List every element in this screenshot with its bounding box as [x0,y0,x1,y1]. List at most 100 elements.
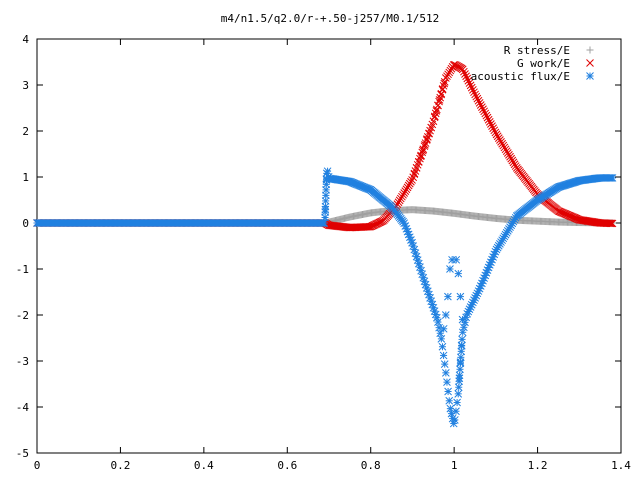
y-tick-label: 3 [22,79,29,92]
plot-frame [36,38,622,454]
data-point [438,85,447,93]
data-point [479,105,487,114]
y-tick-label: 4 [22,33,29,46]
data-point [443,72,451,81]
data-point [440,360,449,368]
data-point [490,126,499,135]
data-point [399,190,407,199]
axis-ticks: 0 0.2 0.4 0.6 0.8 1 1.2 1.4 -5 -4 -3 -2 -1 0 1 2 3 4 [16,33,632,472]
data-point [456,365,464,374]
data-point [491,128,500,137]
data-point [488,122,496,130]
data-point [445,396,454,405]
data-point [474,96,483,105]
data-point [421,140,429,149]
data-point [607,219,616,228]
data-point [456,359,465,368]
data-point [462,72,470,81]
data-point [454,269,463,278]
data-point [480,107,488,116]
data-point [458,335,466,344]
y-tick-label: 2 [22,125,29,138]
data-point [416,152,425,161]
data-point [398,192,406,201]
y-tick-label: -5 [16,447,29,460]
x-tick-label: 1.2 [528,459,548,472]
data-point [444,292,452,301]
data-point [410,169,419,178]
data-point [425,129,433,138]
x-tick-label: 0.6 [277,459,297,472]
chart-title: m4/n1.5/q2.0/r-+.50-j257/M0.1/512 [221,12,440,25]
data-point [444,387,452,396]
data-point [443,378,451,387]
x-tick-label: 1 [451,459,458,472]
data-point [427,123,436,132]
data-point [454,389,463,398]
data-point [437,90,445,99]
data-point [509,158,518,167]
data-point [506,152,514,161]
data-point [396,194,405,203]
data-point [478,103,486,111]
series [33,167,617,428]
data-point [507,154,516,163]
x-tick-label: 0.2 [110,459,130,472]
data-point [444,70,452,79]
data-point [460,323,468,332]
y-tick-label: -2 [16,309,29,322]
data-point [458,328,467,337]
data-point [483,113,492,122]
data-point [394,198,403,207]
data-point [461,70,469,78]
data-point [505,151,513,159]
data-point [403,183,412,192]
data-point [456,353,465,362]
data-point [465,79,474,87]
data-point [441,74,450,82]
data-point [484,115,493,124]
data-marks [33,60,617,428]
data-point [463,74,472,83]
data-point [470,88,478,97]
y-tick-label: 0 [22,217,29,230]
data-point [453,398,461,407]
data-point [407,177,415,186]
data-point [412,163,421,172]
data-point [423,135,431,143]
data-point [441,311,450,319]
data-point [476,101,485,109]
data-point [439,351,448,360]
data-point [471,90,479,99]
data-point [499,141,508,150]
data-point [475,99,484,107]
x-tick-label: 0.4 [194,459,214,472]
data-point [454,383,463,392]
data-point [500,143,509,152]
data-point [437,334,446,343]
data-point [493,132,502,141]
data-point [503,149,512,157]
data-point [404,181,413,190]
data-point [457,341,466,350]
data-point [446,265,454,273]
data-point [496,136,504,144]
data-point [439,324,448,333]
data-point [455,371,464,380]
data-point [438,342,447,351]
data-point [464,76,473,85]
data-point [322,169,331,178]
data-point [481,109,490,118]
y-tick-label: -1 [16,263,29,276]
legend-marker [586,46,594,54]
y-tick-label: -4 [16,401,30,414]
data-point [494,134,503,142]
data-point [419,146,427,155]
legend-marker [586,72,594,80]
data-point [402,185,411,194]
data-point [445,68,454,77]
data-point [440,79,449,88]
data-point [473,94,482,103]
